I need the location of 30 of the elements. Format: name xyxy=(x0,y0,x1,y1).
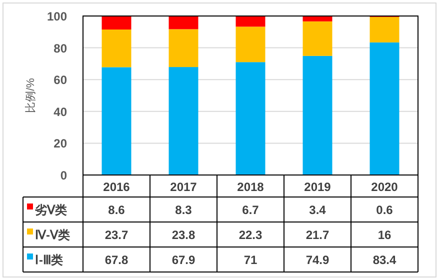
data-label: 74.9 xyxy=(306,253,330,267)
x-tick-label: 2019 xyxy=(304,180,332,194)
data-label: 71 xyxy=(244,253,258,267)
data-label: 23.8 xyxy=(172,228,196,242)
legend-label: Ⅰ-Ⅲ类 xyxy=(35,253,63,267)
y-tick-label: 80 xyxy=(54,41,68,56)
data-label: 22.3 xyxy=(238,228,262,242)
data-label: 6.7 xyxy=(242,203,260,217)
data-label: 8.3 xyxy=(175,203,192,217)
x-tick-label: 2018 xyxy=(237,180,264,194)
y-tick-label: 0 xyxy=(60,168,68,182)
legend-label: 劣Ⅴ类 xyxy=(34,203,67,217)
data-label: 0.6 xyxy=(376,203,394,217)
y-tick-label: 40 xyxy=(54,104,68,119)
x-tick-label: 2020 xyxy=(371,180,398,194)
data-label: 23.7 xyxy=(104,228,128,242)
y-tick-label: 20 xyxy=(54,136,68,151)
data-label: 21.7 xyxy=(306,228,330,242)
y-tick-label: 60 xyxy=(54,73,68,88)
legend-label: Ⅳ-Ⅴ类 xyxy=(35,228,70,242)
x-tick-label: 2017 xyxy=(170,180,198,194)
data-label: 67.9 xyxy=(172,253,196,267)
y-tick-label: 100 xyxy=(46,10,68,24)
data-label: 67.8 xyxy=(104,253,128,267)
y-axis-title: 比例/% xyxy=(24,78,37,113)
data-label: 8.6 xyxy=(108,203,126,217)
data-label: 3.4 xyxy=(309,203,326,217)
x-tick-label: 2016 xyxy=(103,180,130,194)
data-label: 16 xyxy=(378,228,392,242)
data-label: 83.4 xyxy=(372,253,396,267)
